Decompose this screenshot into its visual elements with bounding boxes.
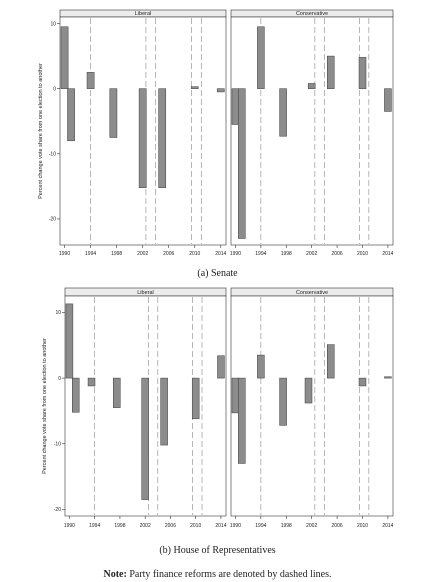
panel-title: Liberal (137, 290, 154, 296)
bar (138, 88, 147, 188)
bar (160, 377, 168, 446)
bar (60, 26, 69, 89)
x-tick-label: 1994 (255, 251, 266, 257)
bar (158, 88, 167, 188)
x-tick-label: 1994 (85, 251, 96, 257)
bar (304, 377, 313, 404)
x-tick-label: 2002 (137, 251, 148, 257)
x-tick-label: 2010 (189, 251, 200, 257)
panel-frame (230, 295, 394, 517)
x-tick-label: 2014 (382, 523, 393, 529)
bar (358, 377, 367, 387)
note-text: Party finance reforms are denoted by das… (129, 569, 332, 580)
x-tick-label: 1994 (255, 523, 266, 529)
bar (65, 303, 74, 379)
x-tick-label: 2006 (332, 251, 343, 257)
note-label: Note: (103, 569, 127, 580)
x-tick-label: 2002 (306, 251, 317, 257)
senate-chart: Percent change vote share from one elect… (38, 9, 394, 257)
x-tick-label: 2010 (190, 523, 201, 529)
bar (257, 26, 265, 89)
bar (279, 88, 287, 137)
x-tick-label: 1998 (281, 251, 292, 257)
x-tick-label: 2002 (140, 523, 151, 529)
panel-title: Conservative (296, 290, 328, 296)
x-tick-label: 2006 (165, 523, 176, 529)
house-y-axis-label: Percent change vote share from one elect… (42, 338, 48, 474)
panel-title: Conservative (296, 11, 328, 17)
panel-title: Liberal (135, 11, 152, 17)
x-tick-label: 1990 (64, 523, 75, 529)
bar (67, 88, 75, 142)
y-tick-label: 0 (58, 376, 61, 382)
bar (257, 354, 265, 379)
y-tick-label: 10 (50, 21, 56, 27)
senate-caption: (a) Senate (197, 268, 238, 279)
bar (141, 377, 149, 500)
bar (216, 88, 225, 93)
bar (384, 88, 392, 112)
y-tick-label: -10 (49, 152, 56, 158)
y-tick-label: -20 (54, 507, 61, 513)
bar (307, 83, 316, 89)
x-tick-label: 2010 (357, 251, 368, 257)
house-chart: Percent change vote share from one elect… (42, 287, 394, 529)
bar (191, 377, 200, 420)
bar (238, 377, 246, 464)
bar (384, 376, 392, 379)
senate-y-axis-label: Percent change vote share from one elect… (38, 63, 44, 199)
bar (113, 377, 121, 408)
bar (109, 88, 118, 138)
bar (231, 377, 240, 414)
y-tick-label: -10 (54, 442, 61, 448)
x-tick-label: 1990 (230, 251, 241, 257)
x-tick-label: 1998 (111, 251, 122, 257)
bar (326, 344, 335, 379)
x-tick-label: 1990 (59, 251, 70, 257)
y-tick-label: 0 (53, 86, 56, 92)
bar (238, 88, 246, 239)
x-tick-label: 2006 (163, 251, 174, 257)
y-tick-label: -20 (49, 217, 56, 223)
footnote: Note: Party finance reforms are denoted … (0, 569, 435, 580)
house-panel-liberal: Liberal 1990 1994 1998 2002 2006 2010 2014 10 0 -1… (54, 287, 227, 529)
bar (190, 86, 199, 89)
x-tick-label: 1998 (281, 523, 292, 529)
x-tick-label: 1994 (89, 523, 100, 529)
bar (279, 377, 287, 426)
x-tick-label: 2006 (332, 523, 343, 529)
x-tick-label: 2014 (215, 523, 226, 529)
house-panel-conservative: Conservative 1990 1994 1998 2002 2006 2010 2014 (230, 287, 394, 529)
bar (326, 55, 335, 89)
bar (72, 377, 80, 413)
bar (231, 88, 240, 125)
x-tick-label: 1990 (230, 523, 241, 529)
x-tick-label: 2014 (215, 251, 226, 257)
x-tick-label: 2002 (306, 523, 317, 529)
senate-panel-conservative: Conservative 1990 1994 1998 2002 2006 2010 2014 (230, 9, 394, 257)
x-tick-label: 2014 (382, 251, 393, 257)
x-tick-label: 2010 (357, 523, 368, 529)
y-tick-label: 10 (55, 310, 61, 316)
bar (86, 72, 95, 89)
bar (358, 57, 367, 89)
bar (217, 355, 225, 379)
house-caption: (b) House of Representatives (159, 545, 276, 556)
bar (87, 377, 96, 387)
senate-panel-liberal: Liberal 1990 1994 1998 2002 2006 2010 2014 10 0 -1… (49, 9, 227, 257)
x-tick-label: 1998 (114, 523, 125, 529)
